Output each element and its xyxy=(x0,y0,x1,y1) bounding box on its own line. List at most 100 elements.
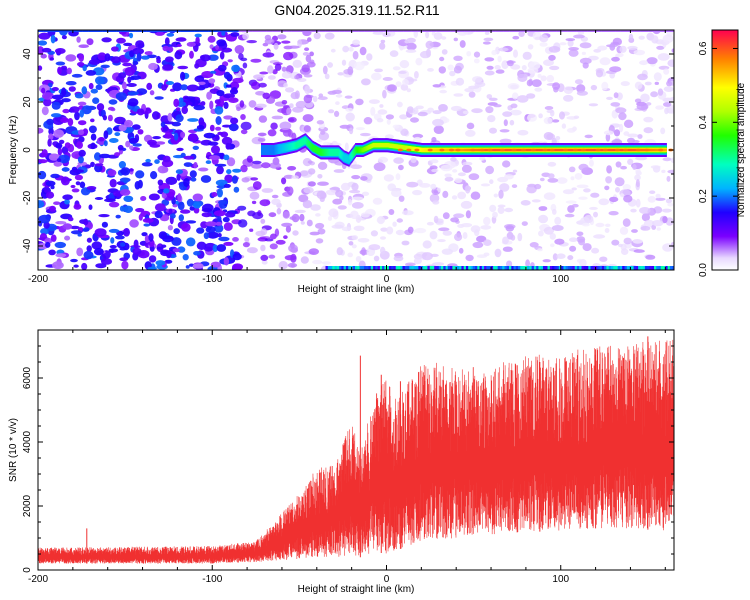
noise-speckle xyxy=(574,173,583,180)
edge-band-cell xyxy=(529,266,533,270)
edge-band-cell xyxy=(132,30,136,32)
noise-speckle xyxy=(666,80,673,87)
noise-speckle xyxy=(372,197,383,205)
edge-band-cell xyxy=(461,266,465,270)
noise-speckle xyxy=(566,127,576,133)
noise-speckle xyxy=(172,203,178,208)
noise-speckle xyxy=(543,59,554,66)
edge-band-cell xyxy=(588,266,592,270)
noise-speckle xyxy=(44,189,49,193)
noise-speckle xyxy=(109,178,117,188)
trace-cell xyxy=(265,148,267,152)
noise-speckle xyxy=(255,103,267,109)
noise-speckle xyxy=(138,213,143,221)
noise-speckle xyxy=(143,223,151,227)
noise-speckle xyxy=(619,45,627,53)
noise-speckle xyxy=(337,72,345,76)
trace-hotspot xyxy=(623,148,628,152)
edge-band-cell xyxy=(386,30,390,32)
noise-speckle xyxy=(115,214,121,219)
noise-speckle xyxy=(461,164,472,173)
noise-speckle xyxy=(216,165,224,175)
edge-band-cell xyxy=(509,30,513,32)
noise-speckle xyxy=(225,212,236,218)
noise-speckle xyxy=(385,114,394,120)
noise-speckle xyxy=(506,260,513,268)
noise-speckle xyxy=(58,154,70,164)
noise-speckle xyxy=(215,44,220,51)
edge-band-cell xyxy=(224,30,228,32)
noise-speckle xyxy=(279,121,292,131)
edge-band-cell xyxy=(531,266,535,270)
edge-band-cell xyxy=(564,30,568,32)
noise-speckle xyxy=(194,75,205,83)
noise-speckle xyxy=(172,248,180,253)
noise-speckle xyxy=(213,210,226,217)
edge-band-cell xyxy=(283,30,287,32)
trace-cell xyxy=(588,148,591,152)
edge-band-cell xyxy=(416,266,420,270)
trace-cell xyxy=(282,146,285,150)
noise-speckle xyxy=(389,50,399,57)
noise-speckle xyxy=(96,103,105,111)
noise-speckle xyxy=(234,45,245,54)
trace-cell xyxy=(349,156,352,159)
noise-speckle xyxy=(251,81,261,90)
edge-band-cell xyxy=(359,266,363,270)
edge-band-cell xyxy=(367,30,370,32)
noise-speckle xyxy=(484,57,495,62)
edge-band-cell xyxy=(427,266,431,270)
edge-band-cell xyxy=(597,266,601,270)
edge-band-cell xyxy=(477,266,481,270)
noise-speckle xyxy=(569,245,577,252)
edge-band-cell xyxy=(121,30,125,32)
noise-speckle xyxy=(98,153,111,159)
noise-speckle xyxy=(325,189,337,196)
noise-speckle xyxy=(57,66,62,75)
noise-speckle xyxy=(627,45,638,50)
noise-speckle xyxy=(259,71,269,75)
noise-speckle xyxy=(419,183,431,188)
noise-speckle xyxy=(546,74,555,83)
noise-speckle xyxy=(511,184,518,189)
noise-speckle xyxy=(498,189,504,199)
edge-band-cell xyxy=(420,266,424,270)
noise-speckle xyxy=(52,116,65,125)
noise-speckle xyxy=(246,247,258,254)
trace-cell xyxy=(653,148,655,152)
noise-speckle xyxy=(205,160,212,165)
noise-speckle xyxy=(406,108,416,114)
edge-band-cell xyxy=(554,266,558,270)
edge-band-cell xyxy=(595,266,599,270)
trace-cell xyxy=(386,144,389,147)
noise-speckle xyxy=(399,60,410,69)
noise-speckle xyxy=(83,218,89,226)
noise-speckle xyxy=(38,159,48,164)
trace-cell xyxy=(390,144,393,147)
edge-band-cell xyxy=(436,30,440,32)
noise-speckle xyxy=(554,216,562,225)
trace-cell xyxy=(320,151,322,154)
noise-speckle xyxy=(154,159,160,165)
edge-band-cell xyxy=(82,30,86,32)
noise-speckle xyxy=(397,101,403,108)
noise-speckle xyxy=(71,73,83,78)
noise-speckle xyxy=(175,37,187,42)
noise-speckle xyxy=(64,235,71,241)
trace-cell xyxy=(365,147,368,150)
edge-band-cell xyxy=(355,266,358,270)
noise-speckle xyxy=(470,225,481,233)
noise-speckle xyxy=(250,58,262,63)
edge-band-cell xyxy=(486,266,490,270)
noise-speckle xyxy=(347,199,353,206)
noise-speckle xyxy=(294,209,306,214)
noise-speckle xyxy=(413,259,421,265)
noise-speckle xyxy=(654,81,659,85)
noise-speckle xyxy=(51,87,59,92)
trace-cell xyxy=(351,153,354,156)
noise-speckle xyxy=(651,35,659,44)
edge-band-cell xyxy=(470,30,474,32)
trace-cell xyxy=(293,144,295,147)
noise-speckle xyxy=(402,78,409,86)
edge-band-cell xyxy=(113,30,117,32)
